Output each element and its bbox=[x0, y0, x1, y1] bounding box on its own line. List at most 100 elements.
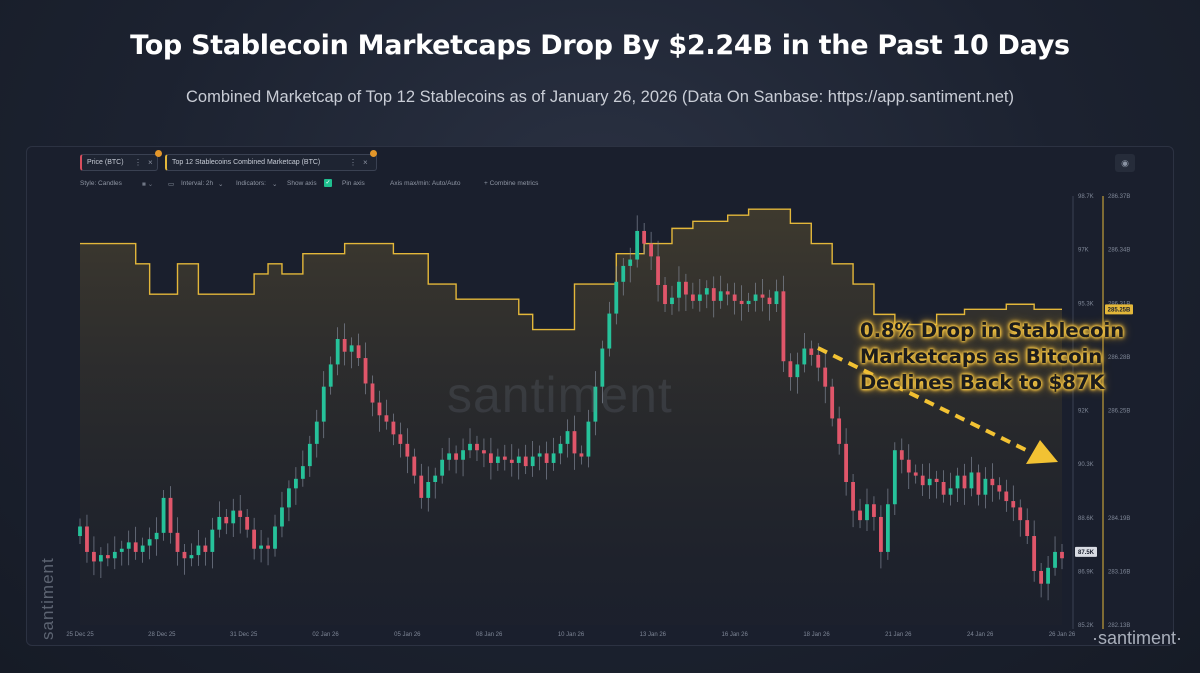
price-candle bbox=[837, 418, 842, 444]
price-candle bbox=[182, 551, 187, 559]
price-candle bbox=[913, 472, 918, 476]
more-icon[interactable]: ⋮ bbox=[134, 158, 142, 167]
price-candle bbox=[969, 472, 974, 489]
x-tick-label: 18 Jan 26 bbox=[803, 632, 830, 638]
alert-badge-icon bbox=[370, 150, 377, 157]
price-candle bbox=[433, 475, 438, 482]
price-candle bbox=[642, 230, 647, 244]
y-right-tick-label: 282.13B bbox=[1108, 623, 1130, 629]
price-candle bbox=[690, 294, 695, 301]
y-right-tick-label: 286.25B bbox=[1108, 409, 1130, 415]
price-candle bbox=[858, 510, 862, 521]
price-candle bbox=[1046, 567, 1050, 584]
price-candle bbox=[732, 294, 737, 301]
combine-metrics-button[interactable]: + Combine metrics bbox=[484, 180, 539, 187]
price-candle bbox=[259, 545, 263, 549]
price-candle bbox=[468, 443, 472, 451]
price-candle bbox=[161, 497, 166, 533]
more-icon[interactable]: ⋮ bbox=[349, 158, 357, 167]
interval-selector[interactable]: Interval: 2h bbox=[181, 180, 214, 187]
price-candle bbox=[440, 459, 445, 476]
price-candle bbox=[941, 482, 946, 495]
price-candle bbox=[210, 529, 215, 552]
x-tick-label: 21 Jan 26 bbox=[885, 632, 912, 638]
tab-combined-marketcap[interactable]: Top 12 Stablecoins Combined Marketcap (B… bbox=[165, 150, 377, 171]
settings-button[interactable]: ◉ bbox=[1115, 154, 1135, 172]
price-candle bbox=[663, 284, 667, 305]
price-candle bbox=[948, 488, 953, 495]
price-candle bbox=[600, 348, 605, 387]
price-candle bbox=[516, 456, 521, 463]
price-candle bbox=[203, 545, 208, 552]
price-candle bbox=[266, 545, 270, 549]
price-candle bbox=[586, 421, 591, 457]
price-candle bbox=[154, 532, 159, 540]
price-candle bbox=[976, 472, 981, 495]
annotation-line-1: 0.8% Drop in Stablecoin bbox=[860, 319, 1125, 342]
price-candle bbox=[551, 453, 556, 463]
price-candle bbox=[489, 453, 493, 463]
current-price-badge bbox=[1075, 546, 1097, 557]
price-candle bbox=[98, 555, 103, 562]
tab-price-btc[interactable]: Price (BTC) ⋮ × bbox=[80, 150, 162, 171]
price-candle bbox=[287, 488, 291, 508]
price-candle bbox=[892, 450, 897, 505]
price-candle bbox=[217, 516, 222, 530]
price-candle bbox=[565, 431, 570, 444]
price-candle bbox=[384, 415, 389, 422]
show-axis-checkbox[interactable]: ✓ bbox=[324, 179, 332, 187]
axis-maxmin-selector[interactable]: Axis max/min: Auto/Auto bbox=[390, 180, 461, 187]
price-candle bbox=[579, 453, 584, 457]
y-right-tick-label: 286.28B bbox=[1108, 355, 1130, 361]
price-candle bbox=[502, 456, 507, 460]
price-candle bbox=[704, 288, 709, 295]
y-right-tick-label: 286.34B bbox=[1108, 248, 1130, 254]
price-candle bbox=[746, 300, 751, 305]
x-tick-label: 02 Jan 26 bbox=[312, 632, 339, 638]
annotation-line-3: Declines Back to $87K bbox=[860, 371, 1105, 394]
annotation-callout: 0.8% Drop in Stablecoin Marketcaps as Bi… bbox=[860, 318, 1160, 396]
calendar-icon[interactable]: ▭ bbox=[168, 181, 175, 188]
price-candle bbox=[1060, 551, 1064, 559]
price-candle bbox=[342, 339, 347, 352]
current-price-label: 87.5K bbox=[1078, 550, 1095, 556]
settings-icon: ◉ bbox=[1121, 157, 1129, 168]
price-candle bbox=[523, 456, 528, 467]
annotation-arrow-line bbox=[817, 346, 1031, 454]
alert-badge-icon bbox=[155, 150, 162, 157]
y-left-tick-label: 97K bbox=[1078, 248, 1089, 254]
price-candle bbox=[1011, 501, 1016, 508]
price-candle bbox=[419, 475, 424, 498]
price-candle bbox=[1032, 536, 1037, 571]
price-candle bbox=[934, 478, 939, 482]
y-left-tick-label: 93.6K bbox=[1078, 355, 1094, 361]
close-icon[interactable]: × bbox=[148, 158, 153, 167]
price-candle bbox=[558, 443, 563, 454]
close-icon[interactable]: × bbox=[363, 158, 368, 167]
color-square-icon[interactable]: ■ ⌄ bbox=[142, 181, 154, 188]
price-candle bbox=[495, 456, 500, 463]
price-candle bbox=[1053, 551, 1057, 568]
pin-axis-toggle[interactable]: Pin axis bbox=[342, 180, 365, 187]
indicators-selector[interactable]: Indicators: bbox=[236, 180, 266, 187]
price-candle bbox=[537, 453, 542, 457]
x-tick-label: 16 Jan 26 bbox=[721, 632, 748, 638]
price-candle bbox=[454, 453, 458, 460]
price-candle bbox=[196, 545, 201, 556]
price-candle bbox=[335, 339, 340, 365]
y-left-tick-label: 88.6K bbox=[1078, 516, 1094, 522]
price-candle bbox=[885, 504, 890, 552]
price-candle bbox=[224, 516, 229, 524]
price-candle bbox=[739, 300, 744, 305]
y-right-tick-label: 283.16B bbox=[1108, 569, 1130, 575]
price-candle bbox=[245, 516, 250, 530]
price-candle bbox=[920, 475, 925, 486]
price-candle bbox=[363, 358, 368, 384]
current-marketcap-badge bbox=[1105, 304, 1133, 315]
price-candle bbox=[670, 297, 674, 305]
price-candle bbox=[802, 348, 807, 365]
price-candle bbox=[760, 294, 765, 298]
price-candle bbox=[607, 313, 612, 349]
style-selector[interactable]: Style: Candles bbox=[80, 180, 122, 187]
